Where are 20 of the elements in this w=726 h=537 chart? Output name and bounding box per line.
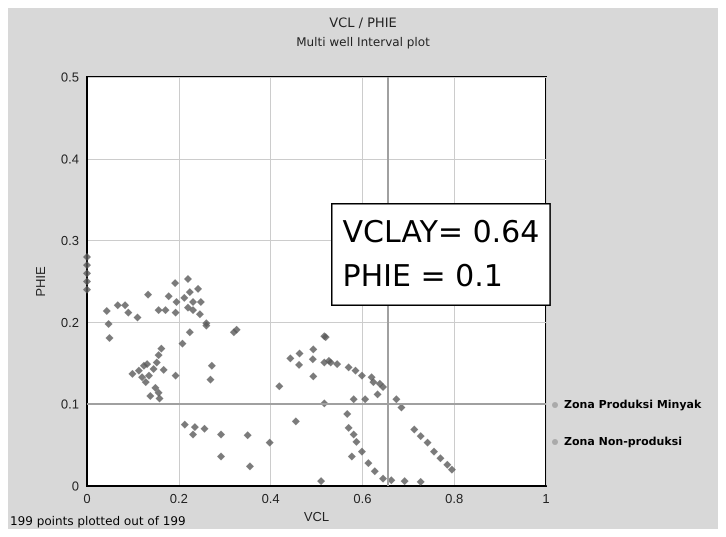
x-tick-label: 0 bbox=[83, 491, 91, 506]
text: Zona Produksi Minyak bbox=[564, 398, 702, 411]
y-tick-label: 0.2 bbox=[60, 314, 79, 330]
y-tick-label: 0.1 bbox=[60, 396, 79, 412]
y-tick-label: 0.4 bbox=[60, 151, 79, 166]
x-tick-label: 1 bbox=[542, 491, 550, 506]
x-tick-label: 0.2 bbox=[170, 491, 188, 506]
annotation: VCLAY= 0.64 PHIE = 0.1 bbox=[342, 215, 540, 294]
text: Zona Non-produksi bbox=[564, 435, 682, 448]
x-axis-title: VCL bbox=[304, 508, 330, 524]
x-tick-label: 0.8 bbox=[445, 491, 464, 506]
y-axis-title: PHIE bbox=[33, 266, 48, 297]
chart-title: VCL / PHIE bbox=[329, 16, 397, 31]
y-tick-label: 0 bbox=[72, 478, 79, 494]
y-tick-label: 0.3 bbox=[60, 233, 79, 248]
text: 199 points plotted out of 199 bbox=[10, 514, 186, 528]
x-tick-label: 0.6 bbox=[353, 491, 372, 506]
x-tick-label: 0.4 bbox=[262, 491, 280, 506]
chart-subtitle: Multi well Interval plot bbox=[296, 35, 430, 49]
y-tick-label: 0.5 bbox=[60, 70, 79, 84]
